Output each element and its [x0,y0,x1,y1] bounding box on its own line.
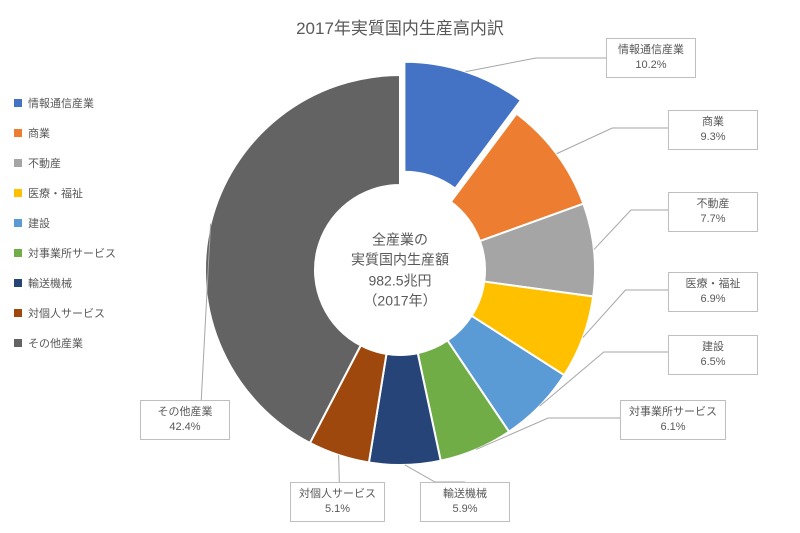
legend-item: その他産業 [14,335,116,351]
center-line1: 全産業の [372,231,428,247]
legend-label: 不動産 [28,155,61,171]
callout-box: 対個人サービス5.1% [290,482,385,522]
chart-title: 2017年実質国内生産高内訳 [296,14,504,39]
legend-swatch [14,279,22,287]
callout-label: 対個人サービス [299,487,376,502]
callout-box: 建設6.5% [668,335,758,375]
callout-value: 9.3% [677,130,749,145]
callout-box: 情報通信産業10.2% [606,38,696,78]
callout-label: 医療・福祉 [677,277,749,292]
donut-center-label: 全産業の 実質国内生産額 982.5兆円 （2017年） [325,229,475,310]
legend-swatch [14,189,22,197]
legend-label: 情報通信産業 [28,95,94,111]
legend-item: 対事業所サービス [14,245,116,261]
legend-label: 医療・福祉 [28,185,83,201]
callout-box: その他産業42.4% [140,400,230,440]
legend-item: 情報通信産業 [14,95,116,111]
callout-label: 輸送機械 [429,487,501,502]
legend-swatch [14,129,22,137]
callout-box: 不動産7.7% [668,192,758,232]
legend-swatch [14,309,22,317]
legend-swatch [14,159,22,167]
callout-label: 対事業所サービス [629,405,717,420]
callout-box: 商業9.3% [668,110,758,150]
callout-value: 6.5% [677,355,749,370]
callout-value: 5.1% [299,502,376,517]
legend-label: その他産業 [28,335,83,351]
legend-item: 輸送機械 [14,275,116,291]
legend-item: 建設 [14,215,116,231]
legend-label: 対事業所サービス [28,245,116,261]
legend-label: 輸送機械 [28,275,72,291]
callout-label: 不動産 [677,197,749,212]
legend-swatch [14,219,22,227]
callout-value: 5.9% [429,502,501,517]
callout-label: 情報通信産業 [615,43,687,58]
legend: 情報通信産業商業不動産医療・福祉建設対事業所サービス輸送機械対個人サービスその他… [14,95,116,365]
callout-value: 6.1% [629,420,717,435]
center-line2: 実質国内生産額 [351,252,449,268]
legend-swatch [14,249,22,257]
callout-label: その他産業 [149,405,221,420]
callout-label: 建設 [677,340,749,355]
legend-label: 対個人サービス [28,305,105,321]
callout-value: 6.9% [677,292,749,307]
legend-item: 商業 [14,125,116,141]
callout-value: 42.4% [149,420,221,435]
callout-box: 輸送機械5.9% [420,482,510,522]
callout-value: 7.7% [677,212,749,227]
callout-value: 10.2% [615,58,687,73]
center-line4: （2017年） [363,292,436,308]
callout-box: 対事業所サービス6.1% [620,400,726,440]
legend-swatch [14,339,22,347]
legend-label: 建設 [28,215,50,231]
legend-item: 不動産 [14,155,116,171]
legend-label: 商業 [28,125,50,141]
callout-box: 医療・福祉6.9% [668,272,758,312]
legend-swatch [14,99,22,107]
legend-item: 対個人サービス [14,305,116,321]
callout-label: 商業 [677,115,749,130]
center-line3: 982.5兆円 [368,272,431,288]
donut-chart: 全産業の 実質国内生産額 982.5兆円 （2017年） [180,50,620,490]
legend-item: 医療・福祉 [14,185,116,201]
